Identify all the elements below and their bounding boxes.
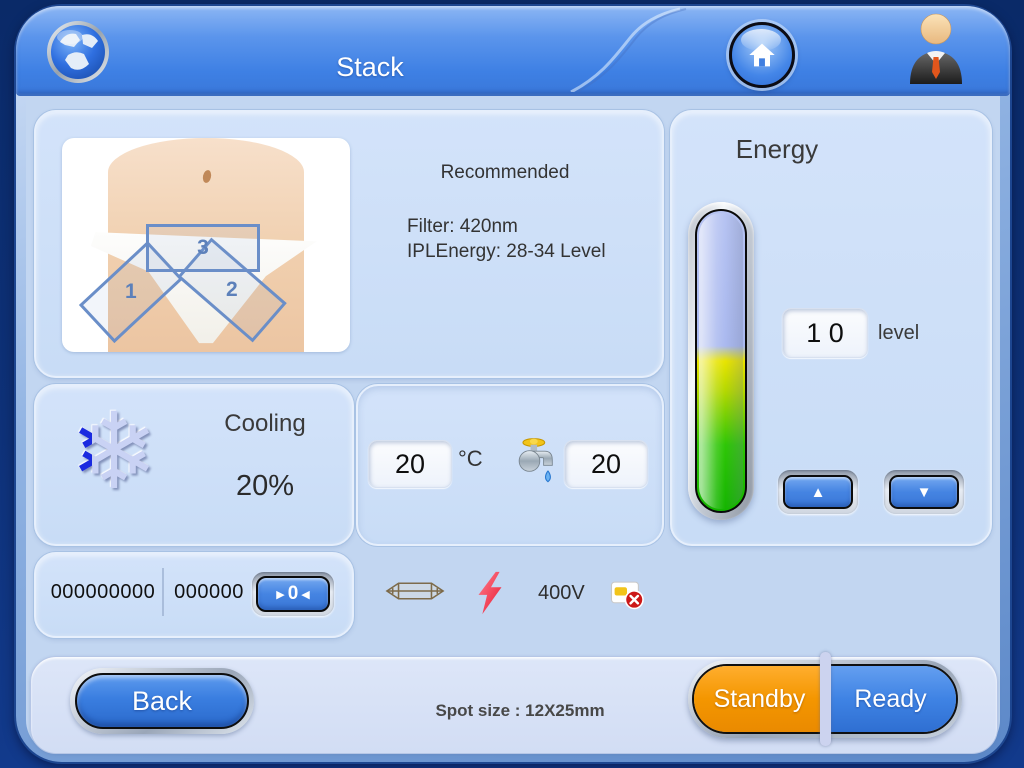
zone-3-marker[interactable]: 3 xyxy=(146,224,260,272)
arrow-up-icon: ▲ xyxy=(810,483,826,501)
filter-recommendation: Filter: 420nm xyxy=(407,216,518,237)
home-button[interactable] xyxy=(729,22,795,88)
cooling-label: Cooling xyxy=(224,410,306,437)
home-icon xyxy=(749,43,775,67)
ready-button[interactable]: Ready xyxy=(825,666,956,732)
session-shot-counter: 000000 xyxy=(174,581,244,603)
reset-left-arrow-icon: ▶ xyxy=(276,588,285,601)
counter-divider xyxy=(162,568,164,616)
reset-zero-label: 0 xyxy=(287,583,299,604)
energy-gauge xyxy=(688,202,754,520)
zone-1-label: 1 xyxy=(125,280,137,303)
cooling-percent-value: 20% xyxy=(235,470,295,502)
counter-reset-button[interactable]: ▶ 0 ◀ xyxy=(252,572,334,616)
user-icon[interactable] xyxy=(906,12,966,86)
zone-2-label: 2 xyxy=(226,278,238,301)
energy-gauge-fill xyxy=(695,209,747,513)
temperature-unit-label: °C xyxy=(458,446,483,471)
snowflake-icon: ❄ ❄ xyxy=(58,394,170,516)
treatment-area-image: 1 2 3 xyxy=(62,138,350,352)
cooling-panel xyxy=(34,384,354,546)
back-button[interactable]: Back xyxy=(70,668,254,734)
energy-level-field[interactable]: 1 0 xyxy=(782,308,868,358)
recommended-title: Recommended xyxy=(440,162,570,183)
energy-up-button[interactable]: ▲ xyxy=(778,470,858,514)
reset-right-arrow-icon: ◀ xyxy=(301,588,310,601)
globe-icon xyxy=(46,20,110,84)
voltage-readout: 400V xyxy=(538,582,585,604)
zone-3-label: 3 xyxy=(197,236,209,259)
spot-size-label: Spot size : 12X25mm xyxy=(435,701,605,720)
energy-down-button[interactable]: ▼ xyxy=(884,470,964,514)
arrow-down-icon: ▼ xyxy=(916,483,932,501)
water-flow-field[interactable]: 20 xyxy=(564,440,648,488)
water-flow-icon xyxy=(514,436,558,486)
energy-recommendation: IPLEnergy: 28-34 Level xyxy=(407,241,606,262)
total-shot-counter: 000000000 xyxy=(50,581,156,603)
level-unit-label: level xyxy=(878,322,920,344)
back-button-label: Back xyxy=(131,685,193,716)
snowflake-fill-level: ❄ xyxy=(58,394,92,516)
header-bar xyxy=(16,6,1010,96)
recommended-settings: Filter: 420nm IPLEnergy: 28-34 Level xyxy=(407,214,606,264)
flash-lamp-icon xyxy=(384,578,446,604)
storage-error-icon xyxy=(610,579,644,610)
header-swoosh xyxy=(570,7,687,92)
high-voltage-icon xyxy=(474,570,506,616)
page-title: Stack xyxy=(336,52,404,82)
standby-label: Standby xyxy=(713,684,806,713)
water-temperature-field[interactable]: 20 xyxy=(368,440,452,488)
toggle-divider xyxy=(820,652,831,746)
ready-label: Ready xyxy=(854,684,927,713)
standby-button[interactable]: Standby xyxy=(694,666,825,732)
energy-title: Energy xyxy=(735,134,819,164)
